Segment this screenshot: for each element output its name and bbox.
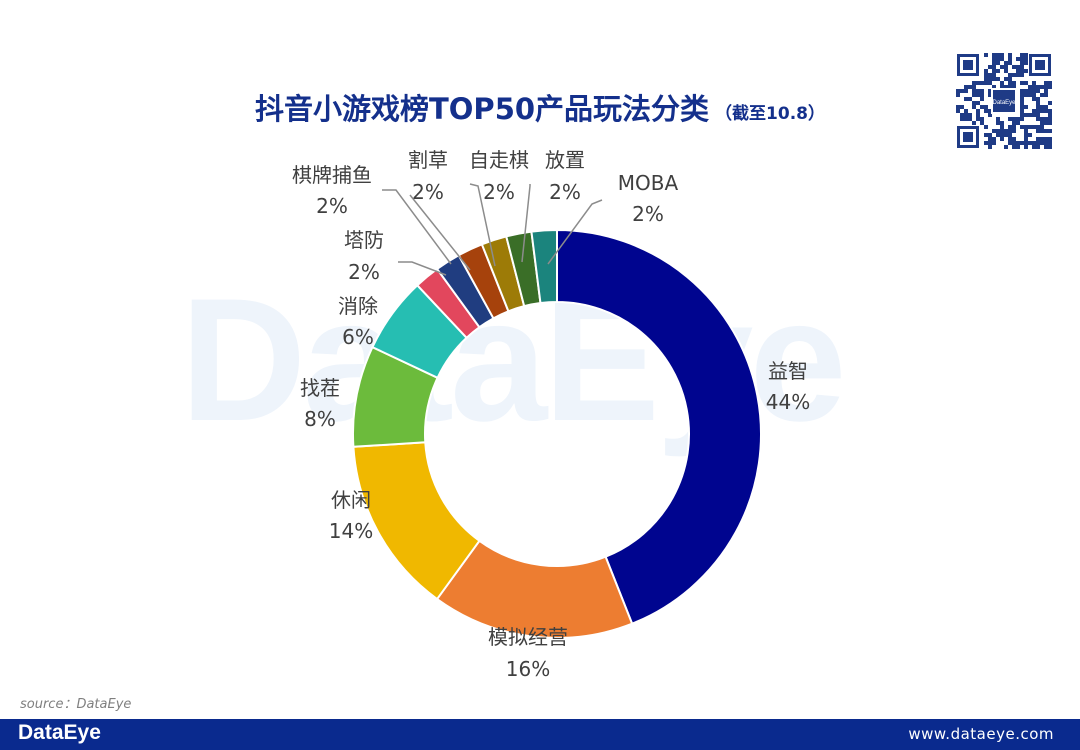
footer-brand: DataEye bbox=[18, 721, 101, 744]
slice-value-label-3: 8% bbox=[304, 407, 336, 431]
slice-category-label-9: 放置 bbox=[545, 148, 585, 172]
donut-slice-10 bbox=[530, 228, 558, 305]
leader-line-8 bbox=[469, 183, 496, 267]
slice-value-label-1: 16% bbox=[506, 657, 550, 681]
slice-category-label-10: MOBA bbox=[618, 171, 679, 195]
slice-category-label-6: 棋牌捕鱼 bbox=[292, 163, 372, 187]
slice-category-label-8: 自走棋 bbox=[469, 148, 529, 172]
slice-value-label-9: 2% bbox=[549, 180, 581, 204]
slice-category-label-2: 休闲 bbox=[331, 488, 371, 512]
slice-category-label-1: 模拟经营 bbox=[488, 625, 568, 649]
source-note: source：DataEye bbox=[20, 697, 132, 712]
leader-line-6 bbox=[382, 189, 452, 265]
slice-category-label-3: 找茬 bbox=[300, 376, 340, 400]
footer-url: www.dataeye.com bbox=[908, 725, 1054, 743]
donut-slice-0 bbox=[556, 228, 762, 625]
slice-value-label-5: 2% bbox=[348, 260, 380, 284]
slice-category-label-7: 割草 bbox=[408, 148, 448, 172]
leader-line-10 bbox=[547, 199, 603, 265]
chart-title: 抖音小游戏榜TOP50产品玩法分类 （截至10.8） bbox=[0, 86, 1080, 128]
slice-value-label-8: 2% bbox=[483, 180, 515, 204]
footer-bar: DataEye www.dataeye.com bbox=[0, 719, 1080, 750]
leader-line-7 bbox=[409, 194, 471, 271]
slice-category-label-0: 益智 bbox=[768, 359, 808, 383]
title-sub: （截至10.8） bbox=[715, 104, 825, 124]
donut-chart: 益智 44% 模拟经营 16% 休闲 14% 找茬 8% 消除 6% 塔防 2% 棋牌捕鱼 2% 割草 2% 自… bbox=[292, 148, 810, 681]
title-main: 抖音小游戏榜TOP50产品玩法分类 bbox=[255, 92, 710, 126]
slice-category-label-4: 消除 bbox=[338, 294, 378, 318]
leader-line-5 bbox=[398, 261, 447, 276]
slice-value-label-4: 6% bbox=[342, 325, 374, 349]
qr-logo-text: DataEye bbox=[992, 100, 1016, 106]
slice-value-label-2: 14% bbox=[329, 519, 373, 543]
slice-value-label-7: 2% bbox=[412, 180, 444, 204]
qr-code: DataEye bbox=[955, 52, 1053, 150]
leader-line-9 bbox=[521, 184, 531, 263]
slice-category-label-5: 塔防 bbox=[344, 228, 384, 252]
slice-value-label-10: 2% bbox=[632, 202, 664, 226]
slice-value-label-0: 44% bbox=[766, 390, 810, 414]
slice-value-label-6: 2% bbox=[316, 194, 348, 218]
